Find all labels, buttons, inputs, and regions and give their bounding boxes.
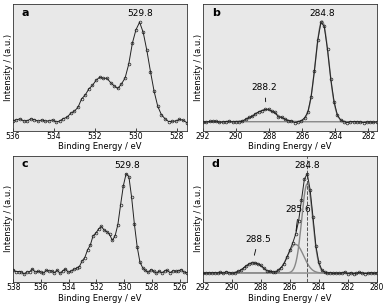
Text: 529.8: 529.8 (114, 161, 140, 170)
Y-axis label: Intensity / (a.u.): Intensity / (a.u.) (194, 34, 203, 101)
Text: 288.2: 288.2 (252, 84, 277, 102)
Text: b: b (212, 8, 220, 18)
Text: 284.8: 284.8 (309, 9, 335, 18)
Text: c: c (22, 159, 28, 169)
Y-axis label: Intensity / (a.u.): Intensity / (a.u.) (4, 34, 13, 101)
X-axis label: Binding Energy / eV: Binding Energy / eV (58, 294, 142, 303)
X-axis label: Binding Energy / eV: Binding Energy / eV (248, 294, 332, 303)
Text: d: d (212, 159, 220, 169)
Text: a: a (22, 8, 29, 18)
Text: 285.6: 285.6 (286, 205, 312, 231)
X-axis label: Binding Energy / eV: Binding Energy / eV (248, 142, 332, 151)
Y-axis label: Intensity / (a.u.): Intensity / (a.u.) (194, 185, 203, 252)
Text: 288.5: 288.5 (245, 235, 271, 255)
Text: 529.8: 529.8 (127, 9, 152, 18)
X-axis label: Binding Energy / eV: Binding Energy / eV (58, 142, 142, 151)
Text: 284.8: 284.8 (294, 161, 320, 170)
Y-axis label: Intensity / (a.u.): Intensity / (a.u.) (4, 185, 13, 252)
